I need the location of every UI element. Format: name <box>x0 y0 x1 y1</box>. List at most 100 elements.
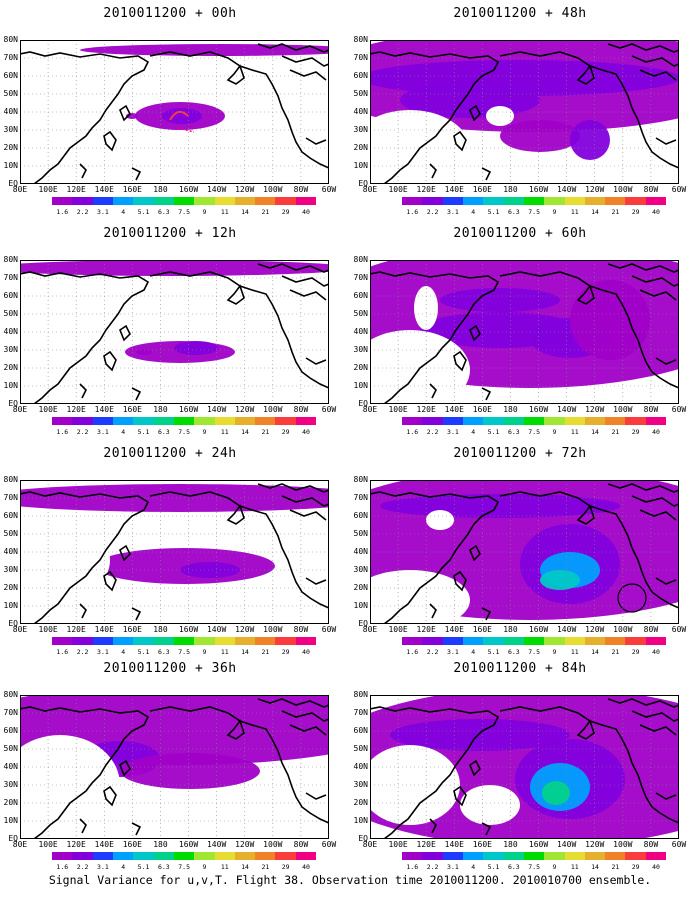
colorbar-label: 40 <box>302 208 310 216</box>
lat-label: EQ <box>8 399 18 408</box>
colorbar <box>402 417 667 425</box>
lat-label: 40N <box>353 762 368 771</box>
lat-label: 60N <box>3 291 18 300</box>
lon-label: 80W <box>643 405 659 414</box>
colorbar-cell <box>523 197 545 205</box>
colorbar-cell <box>645 852 667 860</box>
colorbar-cell <box>605 417 626 425</box>
lat-label: 40N <box>3 107 18 116</box>
graticule <box>20 40 329 184</box>
colorbar-cell <box>645 197 667 205</box>
lon-label: 80E <box>12 625 28 634</box>
lon-label: 100W <box>613 625 633 634</box>
colorbar-label: 2.2 <box>76 863 89 871</box>
colorbar-label: 4 <box>121 208 126 216</box>
colorbar-cell <box>503 637 524 645</box>
lon-label: 160W <box>178 625 199 634</box>
colorbar-label: 3.1 <box>447 863 459 871</box>
colorbar-label: 6.3 <box>157 208 170 216</box>
lat-label: 50N <box>3 309 18 318</box>
lon-label: 80W <box>293 625 309 634</box>
colorbar-label: 4 <box>471 648 476 656</box>
colorbar-label: 40 <box>652 208 660 216</box>
colorbar-cell <box>564 417 585 425</box>
colorbar-label: 29 <box>631 208 640 216</box>
lon-label: 120E <box>66 840 86 849</box>
lat-label: 20N <box>353 583 368 592</box>
colorbar-label: 29 <box>281 428 290 436</box>
colorbar-cell <box>92 197 113 205</box>
lon-label: 80W <box>643 185 659 194</box>
colorbar-label: 21 <box>611 863 620 871</box>
colorbar-cell <box>92 852 113 860</box>
lon-label: 140W <box>206 185 227 194</box>
lat-label: 30N <box>353 125 368 134</box>
colorbar-label: 5.1 <box>487 648 500 656</box>
colorbar-cell <box>442 852 463 860</box>
colorbar-cell <box>72 637 93 645</box>
colorbar-cell <box>584 197 606 205</box>
colorbar-label: 29 <box>631 648 640 656</box>
lat-label: 80N <box>3 475 18 484</box>
colorbar-cell <box>544 197 565 205</box>
colorbar-label: 9 <box>202 428 207 436</box>
lon-label: 80E <box>12 185 28 194</box>
colorbar-label: 5.1 <box>487 863 500 871</box>
colorbar-cell <box>255 197 276 205</box>
lat-label: 50N <box>353 89 368 98</box>
colorbar-label: 11 <box>220 648 229 656</box>
colorbar-cell <box>92 637 113 645</box>
lon-label: 180 <box>153 625 168 634</box>
colorbar-label: 21 <box>261 648 270 656</box>
lon-label: 160E <box>122 185 142 194</box>
panel-72h: 2010011200 + 72h 80N 70N 60N 50N 40N 30N 20N 10… <box>350 440 690 656</box>
coastlines <box>20 483 329 624</box>
colorbar-label: 11 <box>570 863 579 871</box>
lon-label: 180 <box>153 405 168 414</box>
colorbar-label: 4 <box>121 428 126 436</box>
colorbar <box>52 852 317 860</box>
colorbar-label: 7.5 <box>528 428 541 436</box>
lon-label: 180 <box>503 625 518 634</box>
colorbar-cell <box>295 417 317 425</box>
colorbar-label: 7.5 <box>178 208 191 216</box>
colorbar-label: 5.1 <box>137 863 150 871</box>
colorbar-label: 14 <box>241 208 249 216</box>
colorbar-label: 3.1 <box>97 648 109 656</box>
colorbar-cell <box>234 197 256 205</box>
colorbar-cell <box>523 852 545 860</box>
lat-label: 30N <box>3 125 18 134</box>
colorbar-cell <box>462 197 484 205</box>
colorbar-label: 1.6 <box>406 208 419 216</box>
colorbar-label: 40 <box>302 648 310 656</box>
colorbar-cell <box>462 852 484 860</box>
lat-label: EQ <box>8 834 18 843</box>
map-plot <box>20 260 329 404</box>
colorbar-cell <box>645 417 667 425</box>
colorbar-cell <box>442 637 463 645</box>
colorbar-cell <box>52 852 73 860</box>
lat-label: 30N <box>353 345 368 354</box>
lat-label: 10N <box>353 161 368 170</box>
colorbar-cell <box>402 197 423 205</box>
colorbar-label: 6.3 <box>157 863 170 871</box>
colorbar-label: 40 <box>652 863 660 871</box>
colorbar <box>52 417 317 425</box>
colorbar-cell <box>234 417 256 425</box>
variance-field <box>20 484 329 600</box>
colorbar-cell <box>112 852 134 860</box>
lon-label: 80E <box>362 625 378 634</box>
colorbar-label: 9 <box>202 863 207 871</box>
colorbar-cell <box>625 852 646 860</box>
lon-label: 140E <box>94 405 114 414</box>
colorbar-label: 3.1 <box>97 428 109 436</box>
lon-label: 140W <box>206 405 227 414</box>
lon-label: 80E <box>362 405 378 414</box>
colorbar-cell <box>275 852 296 860</box>
lat-label: 40N <box>353 547 368 556</box>
lon-label: 100W <box>263 185 283 194</box>
lat-label: 50N <box>353 529 368 538</box>
lat-label: 40N <box>3 547 18 556</box>
lat-label: 60N <box>3 71 18 80</box>
lat-label: 40N <box>353 327 368 336</box>
